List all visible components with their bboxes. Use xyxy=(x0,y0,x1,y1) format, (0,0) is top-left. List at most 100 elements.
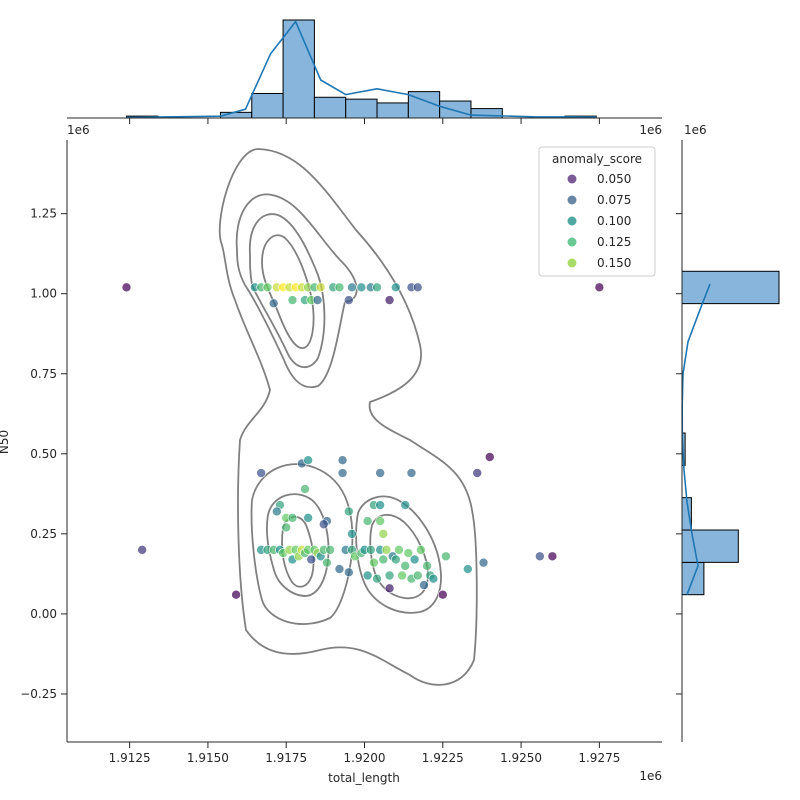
marginal-x-bar xyxy=(282,19,315,119)
x-tick-label: 1.9275 xyxy=(578,751,620,765)
y-tick-label: 0.25 xyxy=(30,527,57,541)
scatter-point xyxy=(403,548,414,558)
scatter-point xyxy=(300,484,310,494)
scatter-point xyxy=(406,468,417,478)
scatter-point xyxy=(137,545,147,555)
scatter-point xyxy=(397,570,407,581)
legend-marker xyxy=(567,258,577,268)
marginal-y-ticks xyxy=(676,213,682,695)
kde-contour-bottom-1 xyxy=(250,463,354,625)
scatter-point xyxy=(478,557,489,568)
scatter-point xyxy=(375,500,385,510)
scatter-point xyxy=(256,468,266,478)
marginal-x-kde xyxy=(126,20,597,119)
scatter-point xyxy=(378,554,389,565)
x-tick-label: 1.9200 xyxy=(344,751,386,765)
scatter-point xyxy=(400,561,411,571)
scatter-point xyxy=(594,282,605,293)
scatter-point xyxy=(272,506,282,517)
scatter-point xyxy=(400,500,411,510)
scatter-point xyxy=(312,295,323,305)
legend-label: 0.150 xyxy=(597,256,631,270)
scatter-point xyxy=(372,573,382,584)
legend-label: 0.125 xyxy=(597,235,631,249)
marginal-y-offset: 1e6 xyxy=(684,123,707,137)
scatter-point xyxy=(356,282,367,293)
legend-marker xyxy=(567,237,577,247)
legend-label: 0.075 xyxy=(597,193,631,207)
scatter-point xyxy=(337,468,348,478)
scatter-point xyxy=(384,570,395,581)
scatter-point xyxy=(287,513,298,523)
y-tick-label: 0.50 xyxy=(30,447,57,461)
scatter-point xyxy=(378,529,389,539)
y-axis-ticks: −0.25 0.00 0.25 0.50 0.75 1.00 1.25 xyxy=(20,207,67,701)
scatter-point xyxy=(409,554,420,565)
scatter-point xyxy=(344,567,354,578)
x-tick-label: 1.9150 xyxy=(187,751,229,765)
marginal-x-bar xyxy=(251,93,284,119)
legend-label: 0.100 xyxy=(597,214,631,228)
scatter-point xyxy=(375,516,385,526)
scatter-point xyxy=(547,551,558,562)
scatter-point xyxy=(303,513,313,523)
y-tick-label: 0.00 xyxy=(30,607,57,621)
scatter-point xyxy=(391,282,401,293)
scatter-point xyxy=(362,516,373,526)
marginal-x-offset-right: 1e6 xyxy=(639,123,662,137)
scatter-point xyxy=(337,455,348,466)
scatter-point xyxy=(365,545,376,555)
y-tick-label: 1.00 xyxy=(30,287,57,301)
scatter-point xyxy=(384,583,395,594)
marginal-x-ticks xyxy=(129,118,600,124)
x-tick-label: 1.9125 xyxy=(109,751,151,765)
scatter-point xyxy=(419,580,429,590)
scatter-point xyxy=(334,282,345,293)
scatter-point xyxy=(381,545,392,555)
x-axis-ticks: 1.9125 1.9150 1.9175 1.9200 1.9225 1.9250 1.92… xyxy=(109,742,620,765)
scatter-point xyxy=(394,545,404,555)
scatter-point xyxy=(391,554,401,565)
scatter-point xyxy=(262,282,273,293)
scatter-point xyxy=(428,573,439,584)
marginal-x-histogram xyxy=(126,19,597,119)
scatter-point xyxy=(416,545,426,555)
scatter-point xyxy=(384,295,395,305)
marginal-x-bar xyxy=(313,96,347,119)
scatter-point xyxy=(318,519,329,530)
scatter-point xyxy=(306,554,317,565)
scatter-point xyxy=(441,551,451,562)
marginal-x-bar xyxy=(376,102,409,119)
scatter-point xyxy=(422,561,432,571)
scatter-point xyxy=(375,468,385,478)
legend-title: anomaly_score xyxy=(552,152,642,166)
scatter-point xyxy=(322,557,332,568)
scatter-point xyxy=(344,506,354,517)
scatter-point xyxy=(325,545,335,555)
legend-marker xyxy=(567,195,577,205)
y-axis-label: N50 xyxy=(0,430,11,454)
legend-marker xyxy=(567,216,577,226)
kde-contour-top-2 xyxy=(235,193,358,389)
legend-marker xyxy=(567,174,577,184)
x-axis-offset-label: 1e6 xyxy=(639,769,662,783)
scatter-point xyxy=(287,295,298,305)
scatter-point xyxy=(372,282,382,293)
scatter-point xyxy=(334,564,345,574)
scatter-point xyxy=(484,452,495,462)
x-axis-label: total_length xyxy=(328,771,400,785)
scatter-point xyxy=(412,282,423,293)
scatter-point xyxy=(315,282,326,293)
scatter-point xyxy=(281,522,292,533)
scatter-point xyxy=(121,282,132,293)
scatter-point xyxy=(463,564,473,574)
scatter-points xyxy=(121,282,605,600)
scatter-point xyxy=(303,455,313,466)
x-tick-label: 1.9250 xyxy=(500,751,542,765)
x-tick-label: 1.9225 xyxy=(422,751,464,765)
scatter-point xyxy=(437,589,448,600)
scatter-point xyxy=(362,570,373,581)
scatter-point xyxy=(231,589,241,600)
y-tick-label: 0.75 xyxy=(30,367,57,381)
